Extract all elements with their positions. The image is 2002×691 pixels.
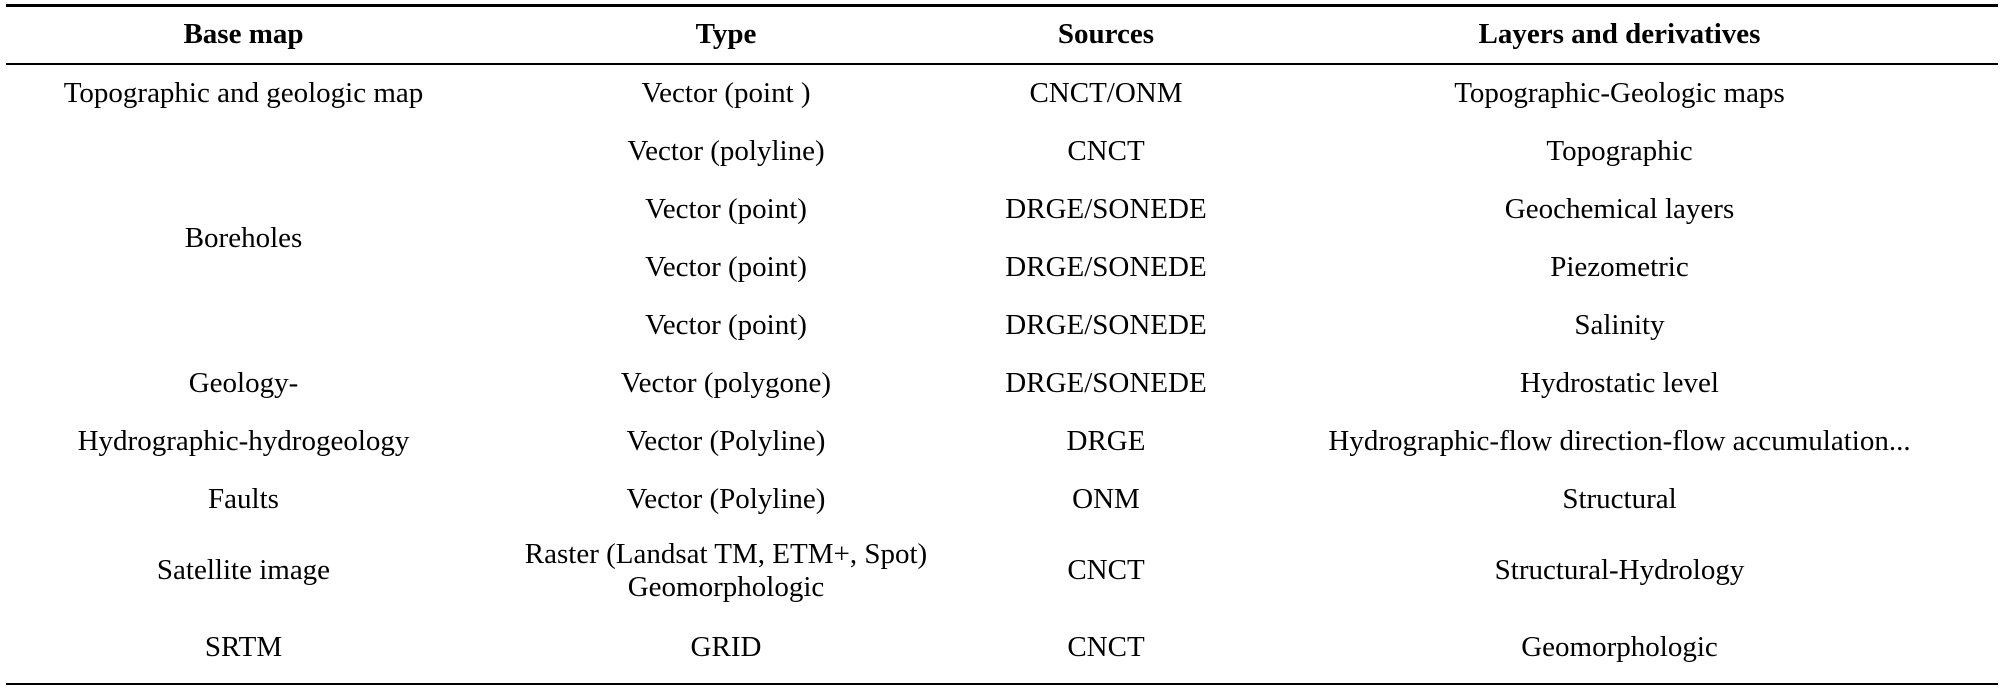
header-base-map: Base map	[6, 4, 481, 65]
cell-type-line: Raster (Landsat TM, ETM+, Spot)	[524, 537, 928, 570]
cell-layer: Structural-Hydrology	[1494, 554, 1745, 587]
table-row: Topographic and geologic map Vector (poi…	[6, 64, 1998, 123]
cell-source: DRGE	[1066, 425, 1146, 458]
header-row: Base map Type Sources Layers and derivat…	[6, 4, 1998, 65]
header-type: Type	[481, 4, 971, 65]
cell-base-map: Topographic and geologic map	[63, 77, 424, 110]
table-row: SRTM GRID CNCT Geomorphologic	[6, 613, 1998, 685]
table-row: Hydrographic-hydrogeology Vector (Polyli…	[6, 413, 1998, 471]
table-row: Geology- Vector (polygone) DRGE/SONEDE H…	[6, 355, 1998, 413]
cell-source: CNCT	[1067, 135, 1145, 168]
cell-type-line: Geomorphologic	[627, 571, 825, 603]
cell-layer: Salinity	[1574, 309, 1665, 342]
cell-source: CNCT	[971, 613, 1241, 685]
cell-layer: Hydrographic-flow direction-flow accumul…	[1328, 425, 1911, 458]
cell-base-map-empty	[6, 297, 481, 355]
cell-source: DRGE/SONEDE	[1005, 367, 1207, 400]
cell-layer: Topographic	[1546, 135, 1693, 168]
cell-base-map: Hydrographic-hydrogeology	[77, 425, 410, 458]
table-row: Boreholes Vector (point) DRGE/SONEDE Geo…	[6, 181, 1998, 254]
base-map-table: Base map Type Sources Layers and derivat…	[6, 4, 1998, 685]
cell-type: Vector (polygone)	[620, 367, 832, 400]
cell-type: Vector (polyline)	[627, 135, 825, 168]
cell-source: ONM	[1072, 483, 1140, 516]
cell-type: Vector (Polyline)	[626, 425, 826, 458]
cell-base-map: Satellite image	[156, 554, 331, 587]
cell-base-map-boreholes: Boreholes	[184, 222, 303, 255]
header-layers: Layers and derivatives	[1241, 4, 1998, 65]
table-header: Base map Type Sources Layers and derivat…	[6, 4, 1998, 65]
cell-source: CNCT/ONM	[1029, 77, 1183, 110]
cell-type: Vector (Polyline)	[626, 483, 826, 516]
cell-layer: Geomorphologic	[1241, 613, 1998, 685]
cell-type: Raster (Landsat TM, ETM+, Spot) Geomorph…	[481, 529, 971, 613]
cell-base-map: Geology-	[188, 367, 299, 400]
cell-source: DRGE/SONEDE	[1005, 309, 1207, 342]
table-row: Vector (polyline) CNCT Topographic	[6, 123, 1998, 181]
cell-layer: Structural	[1562, 483, 1677, 516]
cell-source: DRGE/SONEDE	[1005, 193, 1207, 226]
cell-source: CNCT	[1067, 554, 1145, 587]
cell-layer: Topographic-Geologic maps	[1454, 77, 1785, 110]
table-row: Faults Vector (Polyline) ONM Structural	[6, 471, 1998, 529]
cell-type: Vector (point)	[645, 251, 807, 284]
header-sources: Sources	[971, 4, 1241, 65]
cell-layer: Piezometric	[1550, 251, 1689, 284]
cell-base-map: SRTM	[6, 613, 481, 685]
cell-base-map: Faults	[208, 483, 279, 516]
table-body: Topographic and geologic map Vector (poi…	[6, 64, 1998, 685]
cell-layer: Geochemical layers	[1504, 193, 1735, 226]
cell-type: GRID	[481, 613, 971, 685]
cell-layer: Hydrostatic level	[1520, 367, 1719, 400]
table-row: Satellite image Raster (Landsat TM, ETM+…	[6, 529, 1998, 613]
cell-base-map-empty	[6, 123, 481, 181]
cell-type: Vector (point)	[645, 193, 807, 226]
cell-type: Vector (point )	[641, 77, 811, 110]
table-row: Vector (point) DRGE/SONEDE Salinity	[6, 297, 1998, 355]
cell-source: DRGE/SONEDE	[1005, 251, 1207, 284]
table-row: Vector (point) DRGE/SONEDE Piezometric	[6, 239, 1998, 297]
cell-type: Vector (point)	[645, 309, 807, 342]
